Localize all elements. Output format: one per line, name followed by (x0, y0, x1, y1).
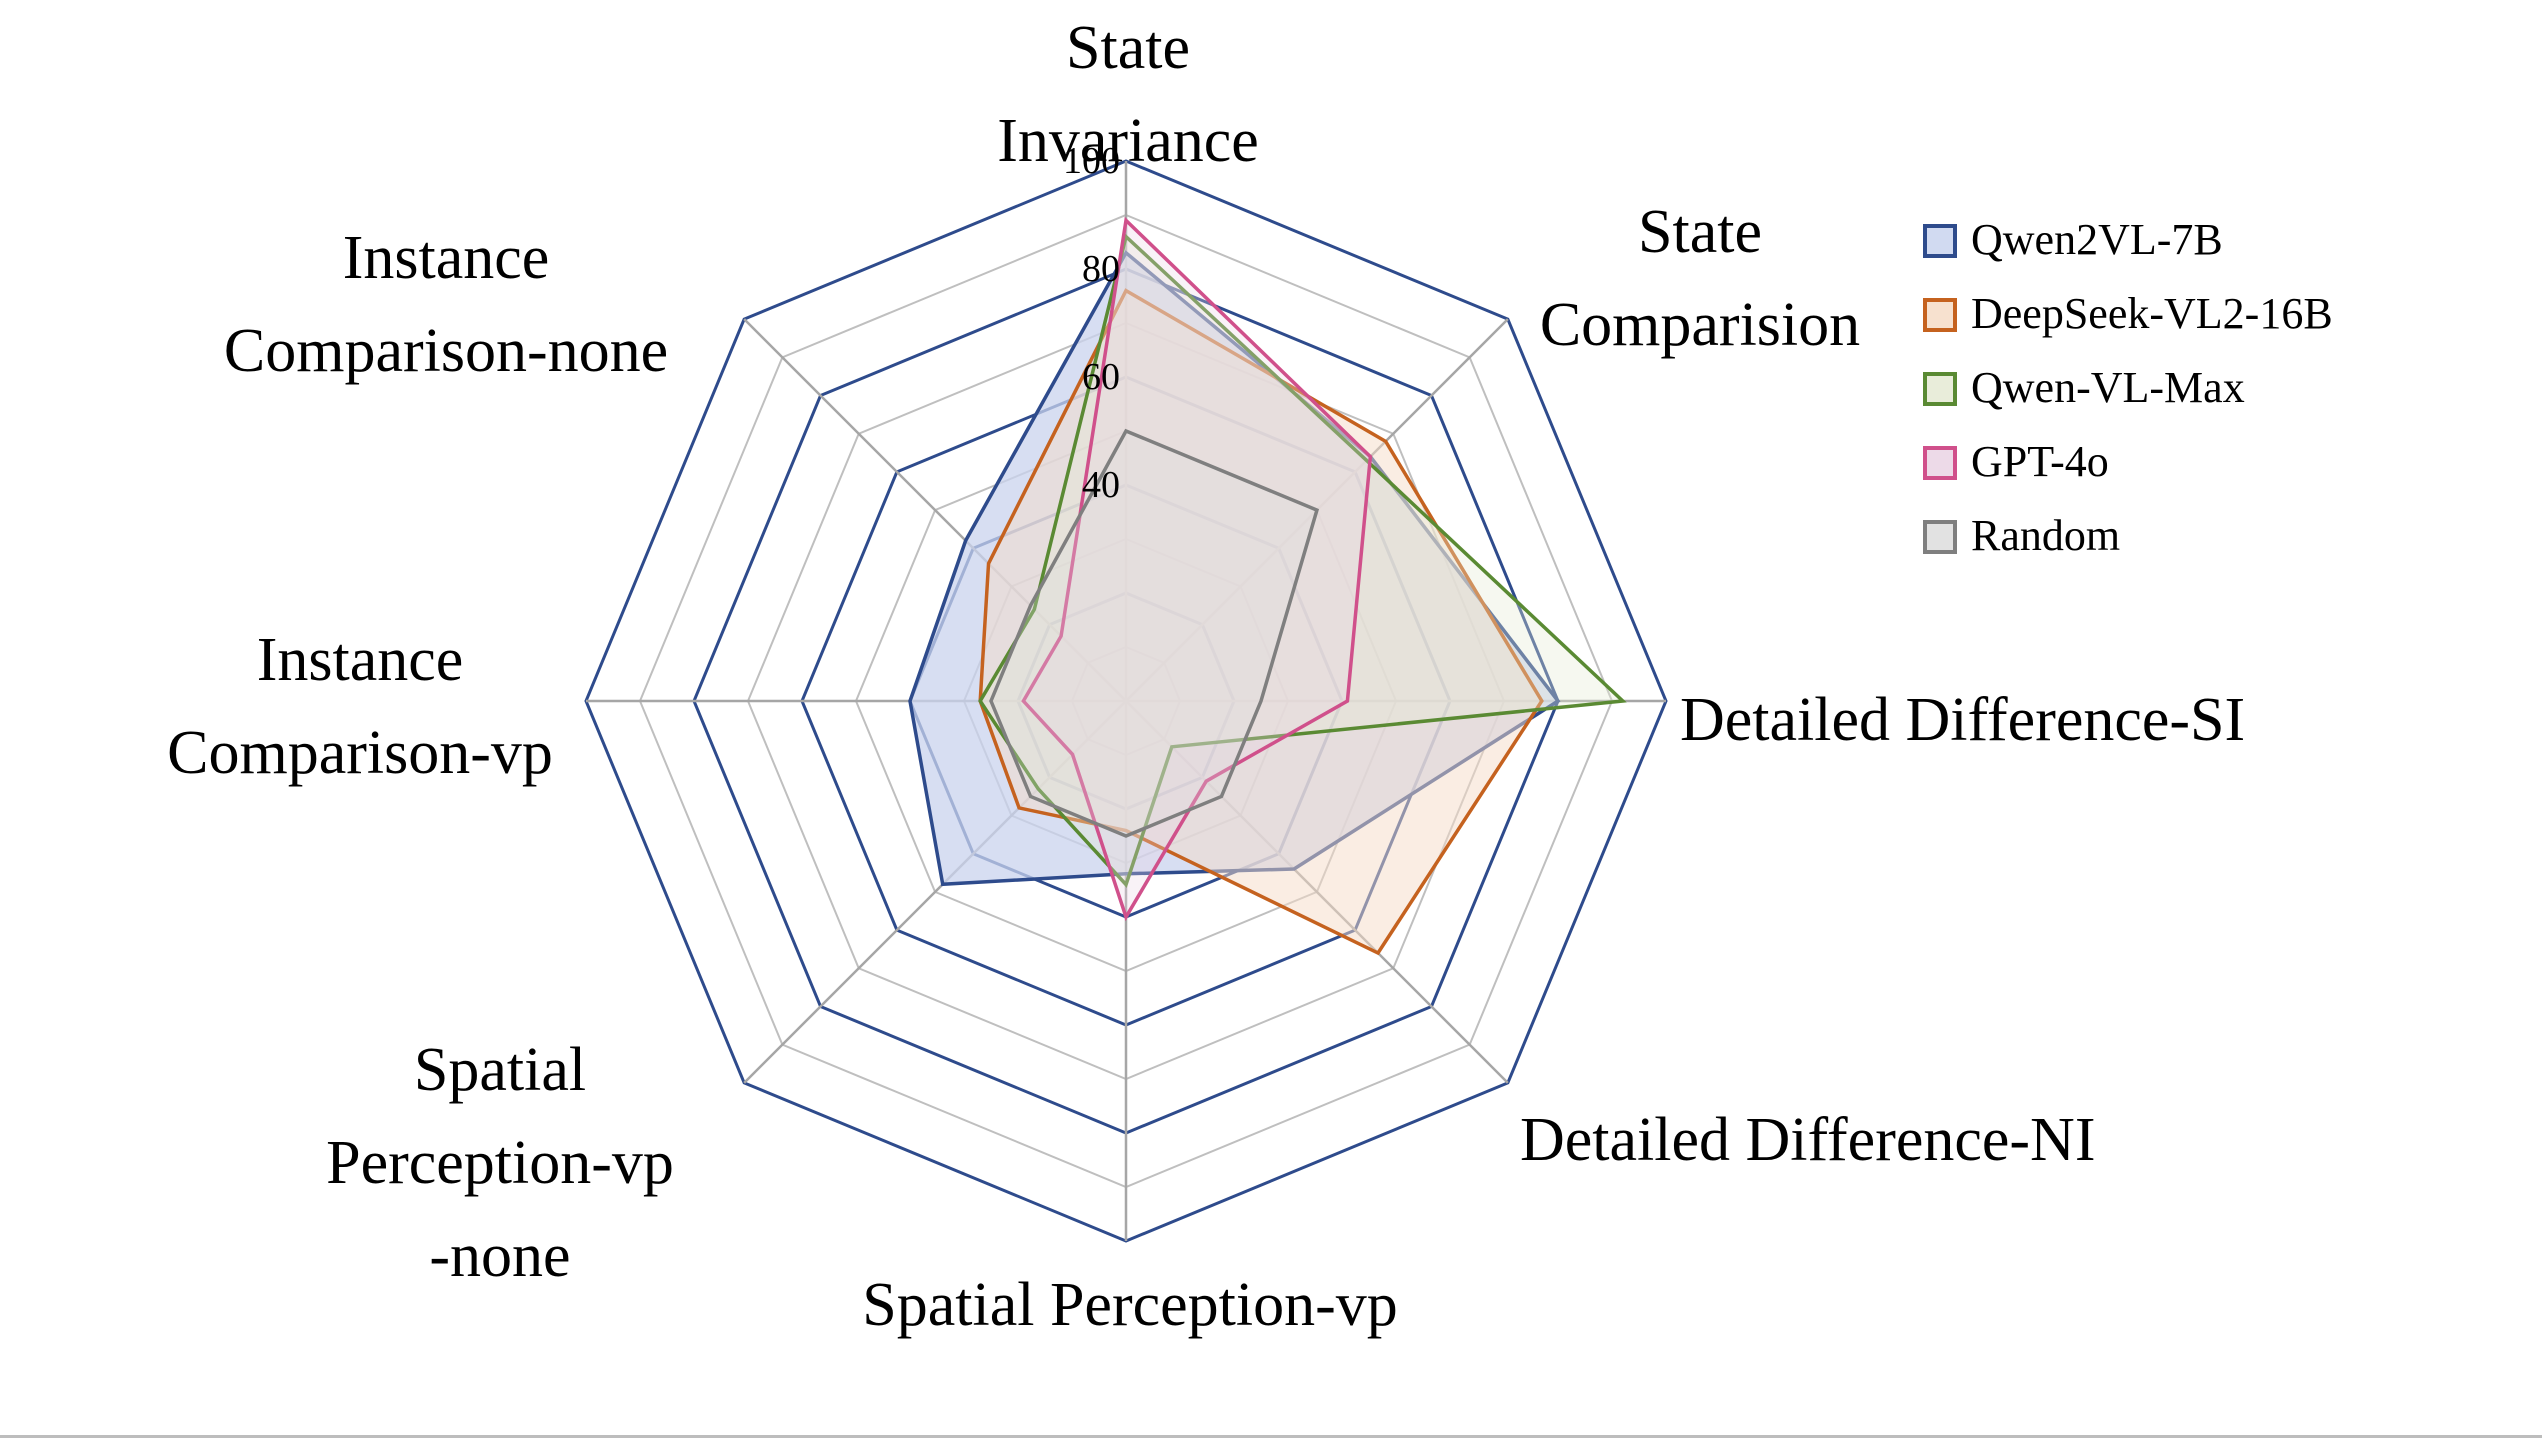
legend-swatch (1923, 372, 1957, 406)
legend-item: Qwen-VL-Max (1923, 363, 2245, 412)
legend: Qwen2VL-7B DeepSeek-VL2-16B Qwen-VL-Max GPT… (1923, 215, 2333, 560)
legend-label: GPT-4o (1971, 437, 2109, 486)
axis-label: Instance Comparison-vp (167, 626, 553, 787)
axis-label: Instance Comparison-none (224, 224, 668, 385)
axis-label-line: Comparison-none (224, 317, 668, 385)
axis-label: Spatial Perception-vp (862, 1271, 1397, 1339)
axis-label: State Comparision (1540, 198, 1860, 359)
legend-swatch (1923, 298, 1957, 332)
tick-label: 80 (1082, 248, 1120, 290)
axis-label-line: Spatial Perception-vp (862, 1271, 1397, 1339)
axis-label-line: Comparison-vp (167, 719, 553, 787)
axis-label-line: Detailed Difference-SI (1680, 686, 2245, 754)
tick-label: 60 (1082, 356, 1120, 398)
axis-label-line: Detailed Difference-NI (1520, 1106, 2095, 1174)
series-group (989, 428, 1320, 838)
axis-label: Detailed Difference-SI (1680, 686, 2245, 754)
tick-label: 100 (1063, 140, 1120, 182)
legend-item: DeepSeek-VL2-16B (1923, 289, 2333, 338)
legend-label: Qwen2VL-7B (1971, 215, 2223, 264)
legend-item: GPT-4o (1923, 437, 2109, 486)
bottom-divider (0, 1435, 2542, 1438)
axis-label-line: Invariance (997, 107, 1259, 175)
legend-item: Random (1923, 511, 2120, 560)
legend-label: DeepSeek-VL2-16B (1971, 289, 2333, 338)
axis-label: Detailed Difference-NI (1520, 1106, 2095, 1174)
axis-label-line: Perception-vp (326, 1129, 674, 1197)
radial-tick-labels: 40 60 80 100 (1063, 140, 1120, 506)
axis-label-line: Instance (257, 626, 464, 694)
series-group (1021, 216, 1373, 922)
tick-label: 40 (1082, 464, 1120, 506)
axis-label-line: Spatial (414, 1036, 586, 1104)
legend-label: Random (1971, 511, 2120, 560)
legend-swatch (1923, 446, 1957, 480)
legend-swatch (1923, 520, 1957, 554)
axis-label: Spatial Perception-vp -none (326, 1036, 674, 1290)
legend-swatch (1923, 224, 1957, 258)
axis-label-line: -none (429, 1222, 570, 1290)
legend-item: Qwen2VL-7B (1923, 215, 2223, 264)
axis-label: State Invariance (997, 14, 1259, 175)
legend-label: Qwen-VL-Max (1971, 363, 2245, 412)
axis-labels: State Invariance State Comparision Detailed … (167, 14, 2245, 1339)
axis-label-line: Instance (343, 224, 550, 292)
radar-series (908, 216, 1627, 956)
axis-label-line: Comparision (1540, 291, 1860, 359)
axis-label-line: State (1638, 198, 1762, 266)
axis-label-line: State (1066, 14, 1190, 82)
